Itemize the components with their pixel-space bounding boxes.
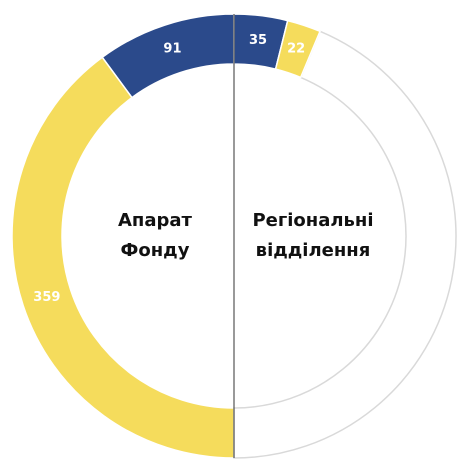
segment [274,19,322,79]
value-label: 35 [249,33,267,48]
empty-arc [233,30,457,459]
half-title: Регіональні відділення [252,210,374,261]
half-title: Апарат Фонду [118,210,192,261]
value-label: 91 [163,41,181,56]
value-label: 359 [33,290,60,305]
segment [11,56,235,459]
value-label: 22 [287,42,305,57]
